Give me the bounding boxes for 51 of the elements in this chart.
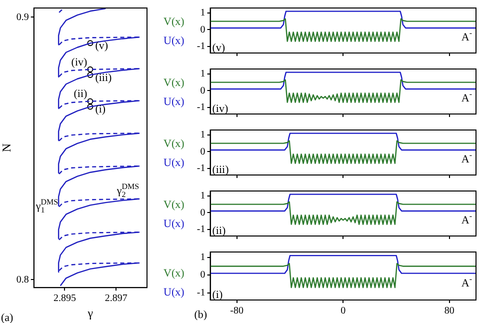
annotation: (ii) xyxy=(212,225,226,237)
y-tick-label: -1 xyxy=(196,162,206,174)
y-tick-label: 1 xyxy=(200,68,206,80)
y-tick-label: -1 xyxy=(196,224,206,235)
y-tick-label: 0 xyxy=(200,85,206,96)
annotation: (ii) xyxy=(74,88,88,100)
annotation: (iv) xyxy=(71,56,88,68)
annotation: (iii) xyxy=(95,72,112,84)
text: U(x) xyxy=(164,96,185,108)
text: U(x) xyxy=(164,34,185,47)
text: V(x) xyxy=(164,16,185,28)
text: (b) xyxy=(194,309,208,321)
annotation: (iii) xyxy=(212,164,230,176)
annotation: A- xyxy=(461,89,472,104)
annotation: (v) xyxy=(95,40,108,52)
x-axis-title: γ xyxy=(86,306,94,320)
text: V(x) xyxy=(164,198,185,211)
y-tick-label: 1 xyxy=(200,190,206,202)
annotation: A- xyxy=(461,274,472,290)
y-tick-label: 1 xyxy=(200,130,206,141)
annotation: A- xyxy=(461,150,472,166)
y-tick-label: -1 xyxy=(196,288,206,299)
annotation: (i) xyxy=(212,289,223,301)
y-tick-label: 0.9 xyxy=(16,12,29,23)
text: V(x) xyxy=(164,138,185,150)
x-tick-label: -80 xyxy=(230,306,244,317)
x-tick-label: 80 xyxy=(444,306,454,317)
text: (a) xyxy=(1,312,14,323)
y-tick-label: -1 xyxy=(196,40,206,52)
x-tick-label: 2.895 xyxy=(53,293,76,304)
text: U(x) xyxy=(164,156,185,169)
text: V(x) xyxy=(164,267,185,280)
y-tick-label: 0 xyxy=(200,24,206,36)
x-tick-label: 0 xyxy=(340,306,346,317)
text: U(x) xyxy=(164,218,185,230)
annotation: A- xyxy=(461,211,472,226)
y-tick-label: 0 xyxy=(200,146,206,158)
annotation: (v) xyxy=(212,42,226,54)
y-tick-label: 0.8 xyxy=(16,274,29,286)
annotation: (i) xyxy=(95,104,106,116)
x-tick-label: 2.897 xyxy=(104,293,128,304)
text: V(x) xyxy=(164,76,185,89)
y-tick-label: 0 xyxy=(200,270,206,281)
annotation: A- xyxy=(461,28,472,44)
y-tick-label: -1 xyxy=(196,102,206,113)
annotation: (iv) xyxy=(212,103,228,115)
text: U(x) xyxy=(164,286,185,298)
y-tick-label: 0 xyxy=(200,207,206,218)
y-tick-label: 1 xyxy=(200,252,206,263)
y-axis-title: N xyxy=(0,143,14,152)
y-tick-label: 1 xyxy=(200,8,206,19)
